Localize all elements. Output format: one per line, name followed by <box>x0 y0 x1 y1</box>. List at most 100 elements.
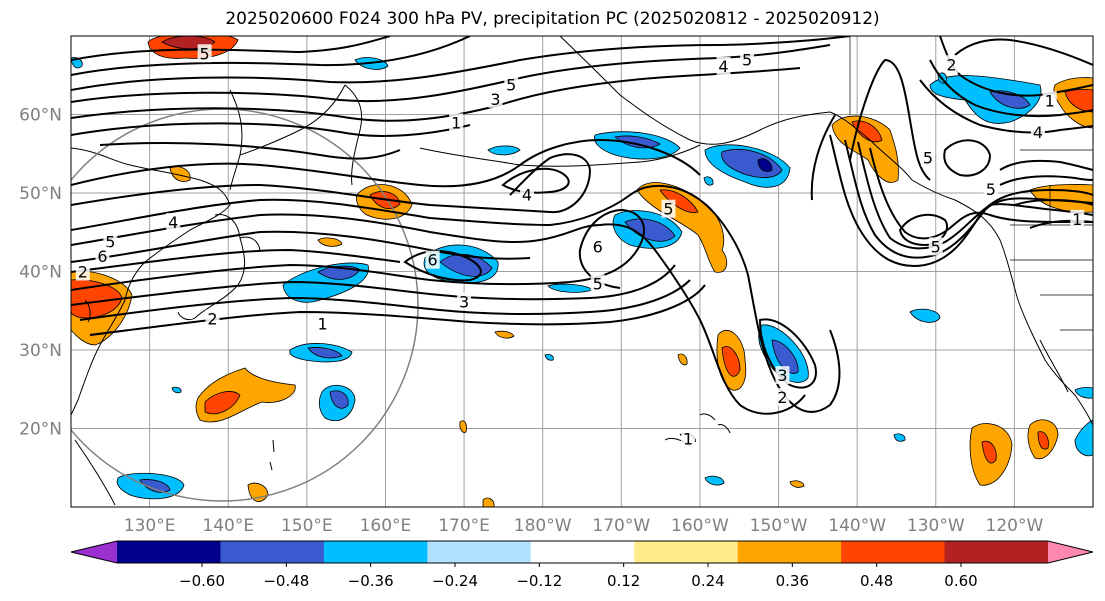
pv-contour <box>919 79 1093 134</box>
pv-contour <box>71 36 391 61</box>
precip-blob <box>1037 431 1049 450</box>
contour-label-bg <box>457 292 472 311</box>
contour-label-bg <box>103 232 118 251</box>
contour-label: 5 <box>931 237 941 256</box>
contour-label: 4 <box>522 186 532 205</box>
contour-label-bg <box>95 246 110 265</box>
lon-label: 160°E <box>360 516 412 536</box>
lat-label: 50°N <box>19 184 62 204</box>
colorbar-tick-label: 0.48 <box>860 572 893 590</box>
colorbar-swatch <box>737 541 842 563</box>
colorbar-outline <box>70 540 1094 564</box>
coastline <box>84 299 91 323</box>
lon-label: 150°E <box>281 516 333 536</box>
pv-contour <box>71 264 676 306</box>
pv-contour <box>943 139 992 177</box>
contour-label-bg <box>1070 209 1085 228</box>
precip-blob <box>981 440 997 464</box>
pv-contour <box>954 38 1093 66</box>
precip-blob <box>71 279 123 319</box>
contour-label: 4 <box>718 57 728 76</box>
precip-blob <box>789 480 805 488</box>
precip-blob <box>307 347 343 359</box>
pv-contour <box>857 141 1093 250</box>
precip-blob <box>757 158 773 172</box>
pv-contour <box>999 175 1093 186</box>
colorbar-tick-label: −0.60 <box>179 572 225 590</box>
pv-contour <box>829 134 1093 267</box>
contour-label-bg <box>1042 91 1057 110</box>
lat-label: 30°N <box>19 341 62 361</box>
pv-contour <box>71 36 471 76</box>
contour-label-bg <box>775 366 790 385</box>
map-frame <box>70 35 1094 508</box>
pv-contour <box>1014 199 1093 206</box>
lon-label: 150°W <box>750 516 808 536</box>
contour-label-bg <box>928 237 943 256</box>
longitude-labels: 130°E 140°E 150°E 160°E 170°E 180°W 170°W 160°W… <box>124 516 1044 536</box>
contour-label-bg <box>920 148 935 167</box>
colorbar-swatch <box>841 541 946 563</box>
coastline <box>559 36 913 181</box>
coastline <box>717 424 731 434</box>
precip-blob <box>677 353 688 366</box>
coastline <box>239 236 261 251</box>
colorbar-swatch <box>530 541 635 563</box>
contour-label: 5 <box>506 76 516 95</box>
precip-blob <box>703 176 714 186</box>
contour-label: 5 <box>200 44 210 63</box>
contour-label: 2 <box>777 388 787 407</box>
coastline <box>1039 339 1069 393</box>
colorbar-tick-label: 0.24 <box>691 572 724 590</box>
contour-label-bg <box>681 429 696 448</box>
precip-blob <box>909 308 941 323</box>
colorbar-extend-max <box>1048 541 1093 563</box>
precip-blob <box>487 145 521 156</box>
contour-label: 6 <box>593 237 603 256</box>
precip-blob <box>482 497 495 507</box>
pv-contour <box>71 138 701 188</box>
colorbar-tick-label: −0.48 <box>263 572 309 590</box>
pv-contour <box>810 114 836 201</box>
coastlines <box>71 36 1093 506</box>
pv-contour <box>71 184 841 413</box>
lon-label: 180°W <box>514 516 572 536</box>
contour-label: 3 <box>777 366 787 385</box>
lon-label: 160°W <box>671 516 729 536</box>
pv-contour <box>898 213 948 247</box>
colorbar-swatch <box>634 541 739 563</box>
contour-label: 1 <box>451 113 461 132</box>
contour-label-bg <box>740 50 755 69</box>
contour-label-bg <box>661 199 676 218</box>
contour-label-bg <box>983 180 998 199</box>
lon-label: 120°W <box>986 516 1044 536</box>
pv-contour <box>849 58 931 181</box>
contour-label-bg <box>449 113 464 132</box>
colorbar-extend-min <box>71 541 117 563</box>
map-gridlines <box>71 36 1093 507</box>
precip-blob <box>1074 387 1093 399</box>
precip-blob <box>989 90 1031 109</box>
precip-blob <box>1064 89 1093 113</box>
precip-blob <box>929 75 1042 124</box>
pv-contour <box>758 318 817 389</box>
contour-label: 5 <box>663 200 673 219</box>
precipitation-shading <box>71 36 1093 507</box>
colorbar-tick-label: 0.36 <box>776 572 809 590</box>
contour-label: 1 <box>1072 210 1082 229</box>
coastline <box>269 439 275 471</box>
contour-label-bg <box>488 89 503 108</box>
precip-blob <box>544 353 554 361</box>
coastline <box>344 84 363 186</box>
lon-label: 130°E <box>124 516 176 536</box>
contour-label-bg <box>205 309 220 328</box>
lon-label: 170°W <box>592 516 650 536</box>
contour-label: 2 <box>946 55 956 74</box>
contour-label: 5 <box>742 51 752 70</box>
colorbar-tick-label: 0.12 <box>607 572 640 590</box>
pv-contour <box>929 59 1093 118</box>
precip-blob <box>893 433 906 442</box>
pv-contour <box>71 153 592 214</box>
contour-label: 3 <box>490 90 500 109</box>
